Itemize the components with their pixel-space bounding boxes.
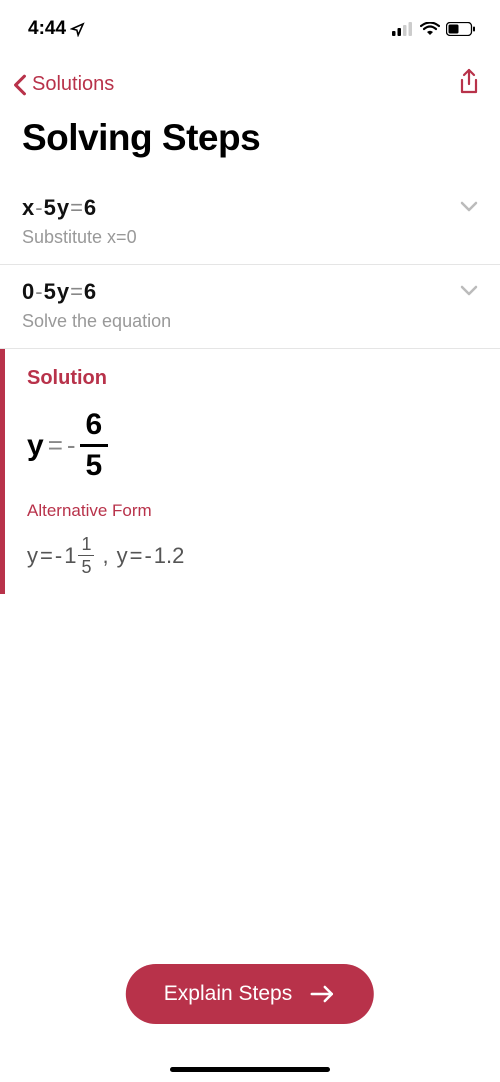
step-description: Substitute x=0 [22,227,478,248]
back-label: Solutions [32,73,114,96]
step-description: Solve the equation [22,311,478,332]
status-icons [392,22,476,36]
time-text: 4:44 [28,18,66,40]
share-icon [458,68,480,96]
step-item[interactable]: x-5y=6 Substitute x=0 [0,181,500,265]
step-equation: 0-5y=6 [22,279,478,311]
step-equation: x-5y=6 [22,195,478,227]
fraction: 6 5 [80,410,109,481]
cta-label: Explain Steps [164,982,292,1006]
step-item[interactable]: 0-5y=6 Solve the equation [0,265,500,349]
solution-block: Solution y = - 6 5 Alternative Form y = … [0,349,500,594]
home-indicator[interactable] [170,1067,330,1072]
solution-label: Solution [27,367,478,410]
chevron-left-icon [12,74,28,96]
signal-icon [392,22,414,36]
wifi-icon [420,22,440,36]
solution-equation: y = - 6 5 [27,410,478,501]
page-title: Solving Steps [0,111,500,181]
nav-bar: Solutions [0,50,500,111]
alt-equation: y = - 1 1 5 , y = - 1.2 [27,535,478,576]
status-bar: 4:44 [0,0,500,50]
explain-steps-button[interactable]: Explain Steps [126,964,374,1024]
status-time: 4:44 [28,18,85,40]
back-button[interactable]: Solutions [12,73,114,96]
arrow-right-icon [310,985,336,1003]
share-button[interactable] [458,68,480,101]
location-icon [70,22,85,37]
alt-form-label: Alternative Form [27,501,478,535]
chevron-down-icon [460,285,478,297]
battery-icon [446,22,476,36]
chevron-down-icon [460,201,478,213]
fraction: 1 5 [78,535,94,576]
